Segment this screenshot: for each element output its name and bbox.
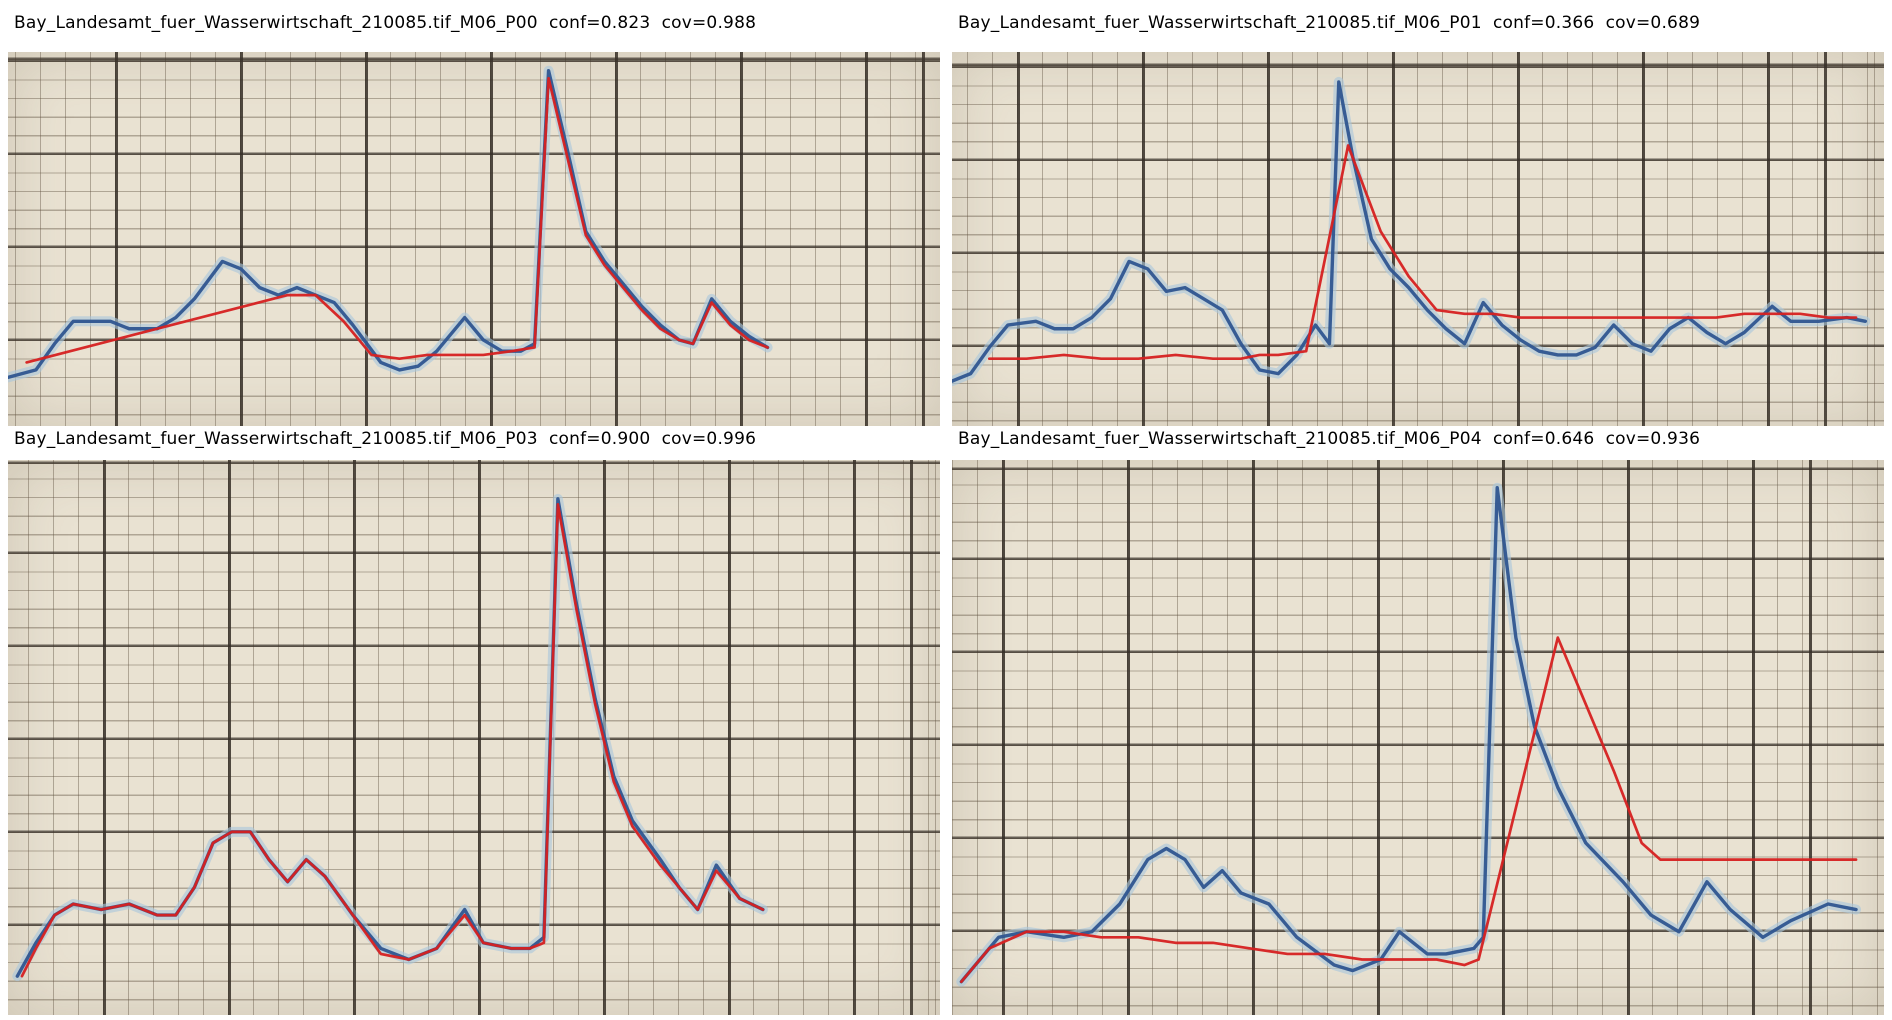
panel-title-p03: Bay_Landesamt_fuer_Wasserwirtschaft_2100… [14, 429, 757, 449]
chart-canvas-p01 [952, 52, 1884, 426]
panel-chart-p00 [8, 52, 940, 426]
panel-chart-p04 [952, 460, 1884, 1015]
panel-title-p00: Bay_Landesamt_fuer_Wasserwirtschaft_2100… [14, 13, 757, 33]
panel-chart-p01 [952, 52, 1884, 426]
panel-title-p01: Bay_Landesamt_fuer_Wasserwirtschaft_2100… [958, 13, 1701, 33]
chart-canvas-p03 [8, 460, 940, 1015]
chart-canvas-p00 [8, 52, 940, 426]
panel-chart-p03 [8, 460, 940, 1015]
chart-canvas-p04 [952, 460, 1884, 1015]
panel-title-p04: Bay_Landesamt_fuer_Wasserwirtschaft_2100… [958, 429, 1701, 449]
